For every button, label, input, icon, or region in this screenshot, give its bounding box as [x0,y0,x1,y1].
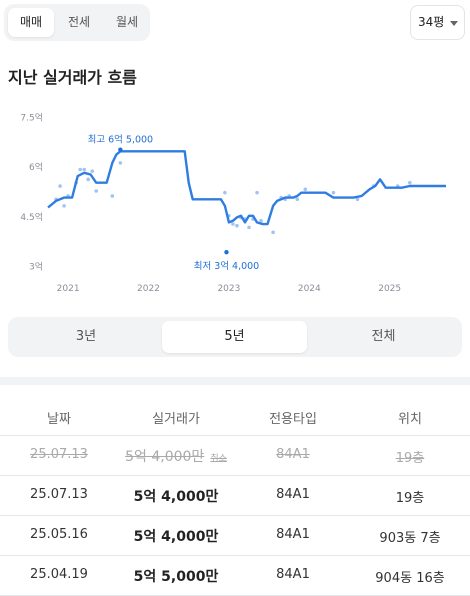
scatter-point [82,167,86,172]
scatter-point [408,180,412,185]
y-tick-label: 6억 [29,161,43,173]
header-date: 날짜 [47,412,71,427]
scatter-point [303,187,308,192]
scatter-point [255,190,259,195]
annotation-min-label: 최저 3억 4,000 [194,260,260,272]
top-bar: 매매 전세 월세 34평 [0,0,470,44]
x-tick-label: 2024 [298,284,321,294]
row-date: 25.07.13 [30,487,88,502]
row-type: 84A1 [276,567,310,582]
tab-period-5y[interactable]: 5년 [162,321,307,353]
row-location: 904동 16층 [375,571,445,586]
scatter-point [62,204,66,208]
row-price: 5억 5,000만 [133,569,219,585]
tab-period-all[interactable]: 전체 [371,329,396,344]
annotation-point [224,249,229,255]
scatter-point [259,218,263,223]
row-price: 5억 4,000만 취소 [125,449,227,465]
scatter-point [86,177,90,182]
row-location: 19층 [395,491,425,506]
x-tick-label: 2023 [217,284,240,294]
row-location: 19층 [395,451,425,466]
series-line [47,150,446,226]
scatter-point [355,197,360,202]
row-date: 25.04.19 [30,567,88,582]
x-tick-label: 2022 [137,284,160,294]
tab-period-3y[interactable]: 3년 [75,329,97,344]
table-row[interactable]: 25.04.19 5억 5,000만 84A1 904동 16층 [0,556,470,596]
header-price: 실거래가 [152,412,200,427]
y-tick-label: 3억 [29,260,43,272]
chart-svg: 7.5억 6억 4.5억 3억 2021 2022 2023 2024 2025 최고 6억 5,… [20,112,446,294]
row-type: 84A1 [276,447,310,462]
scatter-point [58,184,62,188]
size-select-value: 34평 [418,15,445,29]
section-divider [0,377,470,385]
scatter-point [271,230,275,235]
table-row-cancelled[interactable]: 25.07.13 5억 4,000만 취소 84A1 19층 [0,436,470,476]
header-location: 위치 [398,412,422,427]
x-tick-label: 2025 [378,284,401,294]
trade-type-segment: 매매 전세 월세 [4,4,150,41]
y-tick-label: 7.5억 [20,112,43,124]
annotation-point [118,147,123,152]
section-title: 지난 실거래가 흐름 [8,68,137,87]
scatter-point [90,169,95,173]
row-type: 84A1 [276,527,310,542]
period-segment: 3년 5년 전체 [8,317,462,357]
scatter-point [231,222,235,226]
tab-sale[interactable]: 매매 [8,8,54,37]
row-price: 5억 4,000만 [133,489,219,505]
table-header: 날짜 실거래가 전용타입 위치 [0,396,470,436]
transaction-table: 날짜 실거래가 전용타입 위치 25.07.13 5억 4,000만 취소 84A… [0,396,470,596]
size-select[interactable]: 34평 [410,5,465,40]
row-date: 25.07.13 [30,447,88,462]
x-tick-label: 2021 [57,284,80,294]
table-row[interactable]: 25.05.16 5억 4,000만 84A1 903동 7층 [0,516,470,556]
scatter-point [118,161,123,165]
tab-monthly-rent[interactable]: 월세 [115,15,139,29]
scatter-point [331,190,336,195]
cancel-badge: 취소 [210,454,227,464]
scatter-point [94,189,99,193]
scatter-point [235,223,239,228]
scatter-point [110,194,115,198]
scatter-point [247,225,251,230]
table-row[interactable]: 25.07.13 5억 4,000만 84A1 19층 [0,476,470,516]
row-location: 903동 7층 [379,531,441,546]
row-price: 5억 4,000만 [133,529,219,545]
y-tick-label: 4.5억 [20,211,43,223]
scatter-point [295,197,300,202]
price-trend-chart: 7.5억 6억 4.5억 3억 2021 2022 2023 2024 2025 최고 6억 5,… [0,100,470,300]
tab-jeonse[interactable]: 전세 [67,15,91,29]
row-date: 25.05.16 [30,527,88,542]
header-type: 전용타입 [269,412,317,427]
scatter-point [78,167,82,172]
annotation-max-label: 최고 6억 5,000 [88,134,154,146]
row-type: 84A1 [276,487,310,502]
scatter-point [223,190,227,195]
caret-down-icon [450,21,458,26]
